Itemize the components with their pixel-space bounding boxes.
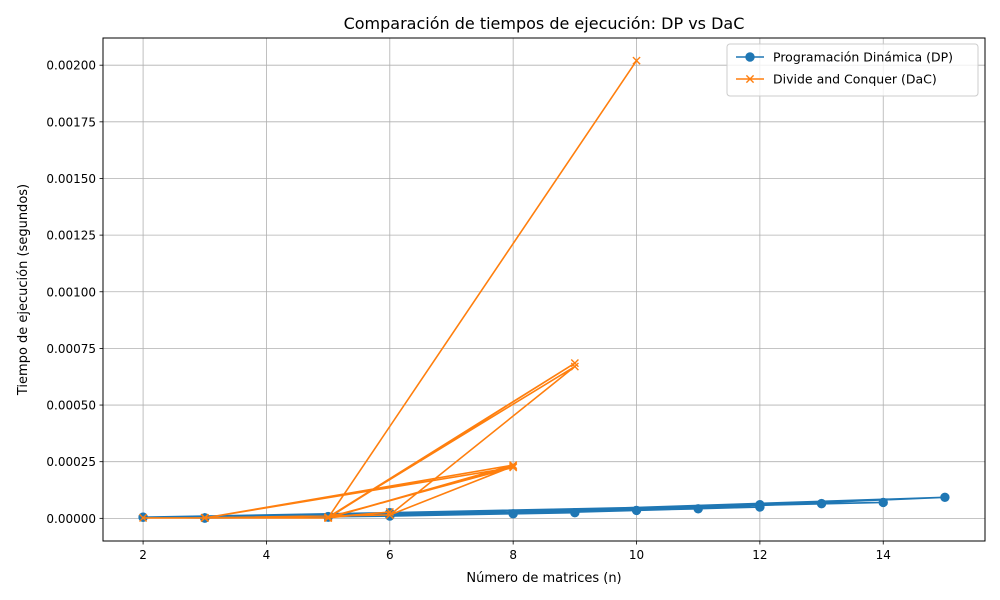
series-layer — [138, 56, 950, 523]
x-tick-label: 10 — [629, 548, 644, 562]
x-tick-label: 4 — [263, 548, 271, 562]
x-tick-label: 14 — [876, 548, 891, 562]
plot-frame — [102, 37, 986, 542]
x-marker-stroke — [138, 513, 148, 522]
y-tick-label: 0.00050 — [46, 399, 96, 413]
x-marker-stroke — [509, 462, 518, 471]
data-point — [632, 56, 641, 65]
y-axis-label: Tiempo de ejecución (segundos) — [16, 184, 31, 396]
data-point — [755, 500, 765, 510]
data-point — [693, 504, 703, 514]
data-point — [940, 492, 950, 502]
legend-label: Divide and Conquer (DaC) — [773, 72, 937, 87]
x-marker-stroke — [324, 513, 333, 522]
x-axis-label: Número de matrices (n) — [466, 571, 621, 586]
data-point — [570, 507, 580, 518]
x-marker-stroke — [385, 507, 394, 517]
legend-marker — [745, 52, 755, 62]
x-marker-stroke — [385, 510, 394, 520]
data-point — [385, 507, 394, 517]
legend-label: Programación Dinámica (DP) — [773, 50, 953, 65]
legend-entry: Divide and Conquer (DaC) — [736, 72, 937, 87]
x-tick-label: 8 — [509, 548, 517, 562]
data-point — [138, 513, 148, 522]
x-marker-stroke — [570, 359, 579, 368]
data-point — [570, 362, 579, 371]
data-point — [200, 513, 209, 522]
series-dac — [138, 56, 641, 522]
x-marker-stroke — [632, 56, 641, 65]
data-point — [570, 359, 579, 368]
y-tick-label: 0.00100 — [46, 285, 96, 299]
legend: Programación Dinámica (DP) Divide and Con… — [726, 43, 979, 97]
x-marker-stroke — [200, 513, 209, 522]
x-marker-stroke — [509, 461, 518, 470]
y-tick-label: 0.00075 — [46, 342, 96, 356]
y-tick-label: 0.00000 — [46, 512, 96, 526]
chart-title: Comparación de tiempos de ejecución: DP … — [344, 14, 745, 33]
x-tick-label: 2 — [139, 548, 147, 562]
data-point — [878, 497, 888, 508]
data-point — [508, 509, 518, 519]
legend-entry: Programación Dinámica (DP) — [736, 50, 953, 65]
legend-box — [726, 43, 979, 97]
grid — [103, 38, 985, 541]
y-tick-label: 0.00175 — [46, 115, 96, 129]
data-point — [816, 498, 827, 509]
x-marker-stroke — [745, 74, 755, 84]
data-point — [324, 513, 333, 522]
y-tick-label: 0.00200 — [46, 59, 96, 73]
data-point — [385, 510, 394, 520]
y-tick-label: 0.00125 — [46, 229, 96, 243]
x-marker-stroke — [509, 463, 518, 472]
x-tick-label: 12 — [752, 548, 767, 562]
x-marker-stroke — [570, 362, 579, 371]
data-point — [509, 461, 518, 470]
data-point — [631, 505, 642, 516]
axis-ticks: 2 4 6 8 10 12 14 0.00000 0.00025 0.00050 0.00075 0.… — [46, 59, 890, 562]
data-point — [509, 462, 518, 471]
y-tick-label: 0.00025 — [46, 455, 96, 469]
x-tick-label: 6 — [386, 548, 394, 562]
y-tick-label: 0.00150 — [46, 172, 96, 186]
legend-marker — [745, 74, 755, 84]
data-point — [509, 463, 518, 472]
series-line — [143, 59, 638, 519]
